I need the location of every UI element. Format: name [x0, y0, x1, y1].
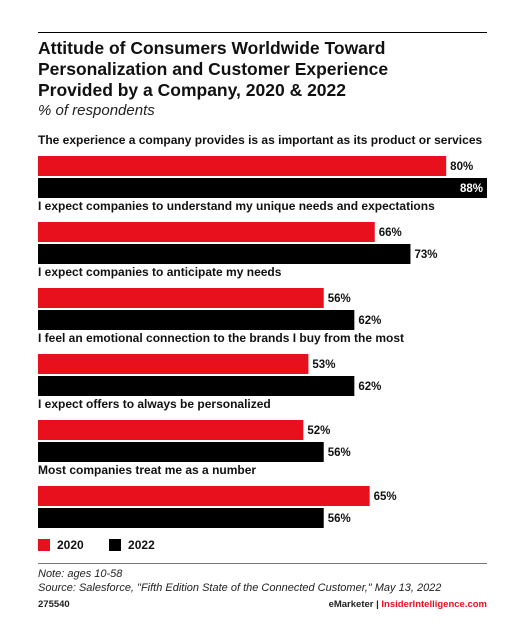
category-label: I expect companies to understand my uniq… — [38, 199, 435, 213]
bar-2022 — [38, 376, 355, 396]
value-label: 88% — [460, 183, 483, 195]
bar-2020 — [38, 288, 324, 308]
brand-insider: InsiderIntelligence.com — [381, 599, 487, 610]
brand-separator: | — [373, 599, 382, 610]
bar-2020 — [38, 486, 370, 506]
notes: Note: ages 10-58 Source: Salesforce, "Fi… — [38, 567, 441, 595]
bar-2020 — [38, 420, 304, 440]
legend: 2020 2022 — [38, 538, 177, 554]
category-label: I expect offers to always be personalize… — [38, 397, 271, 411]
title-line-1: Attitude of Consumers Worldwide Toward — [38, 38, 386, 58]
legend-label-2022: 2022 — [128, 538, 155, 552]
bar-2020 — [38, 222, 375, 242]
legend-swatch-2020 — [38, 539, 50, 551]
bar-2022 — [38, 508, 324, 528]
title-line-3: Provided by a Company, 2020 & 2022 — [38, 80, 347, 100]
brand: eMarketer | InsiderIntelligence.com — [329, 599, 487, 610]
value-label: 62% — [358, 381, 381, 393]
category-label: I expect companies to anticipate my need… — [38, 265, 282, 279]
bar-2022 — [38, 442, 324, 462]
chart-subtitle: % of respondents — [38, 102, 155, 119]
bar-2020 — [38, 156, 447, 176]
value-label: 53% — [312, 359, 335, 371]
bar-2022 — [38, 244, 411, 264]
category-label: Most companies treat me as a number — [38, 463, 256, 477]
title-line-2: Personalization and Customer Experience — [38, 59, 389, 79]
value-label: 65% — [374, 491, 397, 503]
top-rule — [38, 32, 487, 33]
bar-2022 — [38, 310, 355, 330]
legend-label-2020: 2020 — [57, 538, 84, 552]
source-text: Source: Salesforce, "Fifth Edition State… — [38, 582, 442, 594]
bar-2020 — [38, 354, 309, 374]
value-label: 80% — [450, 161, 473, 173]
brand-emarketer: eMarketer — [328, 599, 374, 610]
value-label: 73% — [414, 249, 437, 261]
value-label: 56% — [328, 513, 351, 525]
bar-2022 — [38, 178, 487, 198]
value-label: 66% — [379, 227, 402, 239]
value-label: 52% — [307, 425, 330, 437]
note-text: Note: ages 10-58 — [38, 568, 123, 580]
legend-item-2020: 2020 — [38, 538, 84, 552]
category-label: I feel an emotional connection to the br… — [38, 331, 404, 345]
value-label: 56% — [328, 293, 351, 305]
legend-item-2022: 2022 — [109, 538, 155, 552]
category-label: The experience a company provides is as … — [38, 133, 482, 147]
value-label: 62% — [358, 315, 381, 327]
value-label: 56% — [328, 447, 351, 459]
chart-title: Attitude of Consumers Worldwide Toward P… — [38, 38, 508, 101]
legend-swatch-2022 — [109, 539, 122, 551]
footer-rule — [38, 563, 487, 564]
chart-id: 275540 — [38, 599, 70, 610]
